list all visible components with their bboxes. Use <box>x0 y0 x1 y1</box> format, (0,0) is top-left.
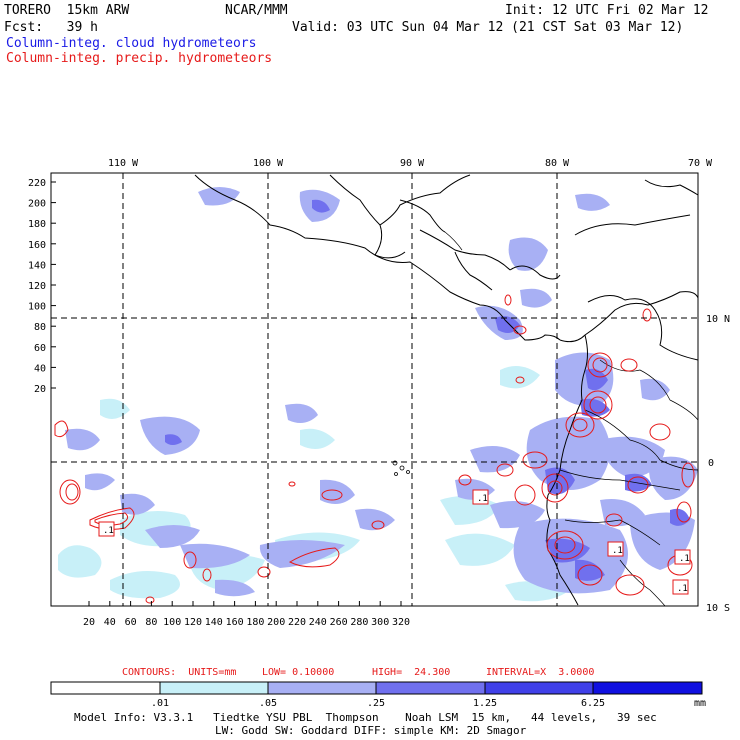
y-tick-label: 120 <box>28 281 46 292</box>
lon-label: 100 W <box>253 158 284 169</box>
x-tick-label: 300 <box>371 617 389 628</box>
colorbar-label: .01 <box>151 698 169 709</box>
x-tick-label: 100 <box>163 617 181 628</box>
model-title: TORERO 15km ARW <box>4 3 130 18</box>
lon-label: 110 W <box>108 158 139 169</box>
x-tick-label: 180 <box>246 617 264 628</box>
model-physics: LW: Godd SW: Goddard DIFF: simple KM: 2D… <box>215 724 527 737</box>
precip-contours <box>54 294 695 604</box>
colorbar-units: mm <box>694 698 706 709</box>
field-cloud-title: Column-integ. cloud hydrometeors <box>6 36 257 51</box>
y-tick-label: 60 <box>34 343 46 354</box>
lon-label: 90 W <box>400 158 425 169</box>
y-tick-label: 80 <box>34 322 46 333</box>
contour-interval: INTERVAL=X 3.0000 <box>486 667 595 678</box>
color-bin <box>50 681 161 695</box>
init-time: Init: 12 UTC Fri 02 Mar 12 <box>505 3 709 18</box>
color-bin <box>592 681 703 695</box>
x-tick-label: 200 <box>267 617 285 628</box>
low-markers <box>98 489 691 595</box>
color-bin <box>375 681 486 695</box>
y-tick-label: 40 <box>34 363 46 374</box>
y-tick-label: 100 <box>28 302 46 313</box>
low-marker-label: .1 <box>612 546 623 556</box>
x-tick-label: 80 <box>145 617 157 628</box>
x-tick-label: 120 <box>184 617 202 628</box>
y-tick-label: 180 <box>28 219 46 230</box>
coastlines <box>194 174 699 606</box>
y-tick-label: 20 <box>34 384 46 395</box>
y-tick-label: 220 <box>28 178 46 189</box>
low-marker-label: .1 <box>677 584 688 594</box>
color-bin <box>159 681 269 695</box>
y-tick-label: 200 <box>28 199 46 210</box>
lat-lon-grid <box>51 173 698 606</box>
lat-label: 10 N <box>706 314 730 325</box>
x-tick-label: 60 <box>125 617 137 628</box>
lon-label: 70 W <box>688 158 713 169</box>
x-tick-label: 20 <box>83 617 95 628</box>
model-info: Model Info: V3.3.1 Tiedtke YSU PBL Thomp… <box>74 711 657 724</box>
y-tick-label: 160 <box>28 240 46 251</box>
x-tick-label: 260 <box>330 617 348 628</box>
color-bin <box>267 681 377 695</box>
y-tick-label: 140 <box>28 260 46 271</box>
low-marker-label: .1 <box>477 494 488 504</box>
contour-low: LOW= 0.10000 <box>262 667 335 678</box>
x-tick-label: 40 <box>104 617 116 628</box>
plot-frame <box>50 172 699 607</box>
contour-high: HIGH= 24.300 <box>372 667 451 678</box>
low-marker-label: .1 <box>103 526 114 536</box>
lat-label: 0 <box>708 458 714 469</box>
organization-label: NCAR/MMM <box>225 3 288 18</box>
x-tick-label: 320 <box>392 617 410 628</box>
lon-label: 80 W <box>545 158 570 169</box>
x-tick-label: 160 <box>226 617 244 628</box>
x-tick-label: 220 <box>288 617 306 628</box>
axis-ticks <box>51 181 402 606</box>
lat-label: 10 S <box>706 603 730 614</box>
colorbar-label: 6.25 <box>581 698 605 709</box>
x-tick-label: 240 <box>309 617 327 628</box>
colorbar-label: 1.25 <box>473 698 497 709</box>
contour-units: CONTOURS: UNITS=mm <box>122 667 237 678</box>
country-borders <box>444 231 699 607</box>
valid-time: Valid: 03 UTC Sun 04 Mar 12 (21 CST Sat … <box>292 20 684 35</box>
field-precip-title: Column-integ. precip. hydrometeors <box>6 51 273 66</box>
x-tick-label: 140 <box>205 617 223 628</box>
color-bin <box>484 681 594 695</box>
colorbar-label: .05 <box>259 698 277 709</box>
low-marker-label: .1 <box>679 554 690 564</box>
color-bar: .01 .05 .25 1.25 6.25 mm <box>50 681 706 709</box>
galapagos-islands <box>392 460 410 476</box>
forecast-hour: Fcst: 39 h <box>4 20 98 35</box>
x-tick-label: 280 <box>350 617 368 628</box>
colorbar-label: .25 <box>367 698 385 709</box>
